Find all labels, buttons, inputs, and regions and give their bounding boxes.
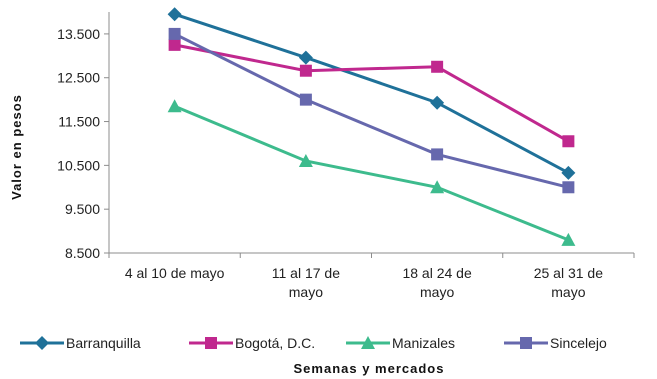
x-tick-label: 4 al 10 de mayo xyxy=(125,265,225,281)
y-tick-label: 13.500 xyxy=(57,26,100,42)
y-tick-label: 8.500 xyxy=(65,245,100,261)
data-point xyxy=(561,232,576,246)
data-point xyxy=(167,7,182,22)
data-point xyxy=(562,135,575,148)
data-point xyxy=(168,27,181,40)
series-1 xyxy=(168,38,575,148)
series-line xyxy=(174,104,569,242)
series-line xyxy=(174,43,570,143)
series-line xyxy=(173,32,569,189)
y-axis-ticks: 8.500 9.500 10.500 11.500 12.500 13.500 xyxy=(57,26,109,261)
x-axis-ticks: 4 al 10 de mayo 11 al 17 de mayo 18 al 24 d… xyxy=(108,253,635,300)
x-tick-label: 25 al 31 de mayo xyxy=(534,265,603,300)
x-axis-title: Semanas y mercados xyxy=(294,361,445,376)
data-point xyxy=(562,181,575,194)
legend-marker xyxy=(35,336,49,350)
legend-label: Bogotá, D.C. xyxy=(235,335,315,351)
x-tick-label: 18 al 24 de mayo xyxy=(402,265,471,300)
y-axis-title: Valor en pesos xyxy=(9,94,24,200)
data-point xyxy=(561,165,576,180)
legend-item: Manizales xyxy=(346,335,455,351)
data-point xyxy=(299,64,312,77)
y-tick-label: 11.500 xyxy=(58,114,100,130)
legend-label: Manizales xyxy=(392,335,455,351)
data-point xyxy=(167,99,182,113)
series-0 xyxy=(167,7,576,180)
legend-item: Sincelejo xyxy=(504,335,607,351)
y-tick-label: 10.500 xyxy=(57,157,100,173)
legend-marker xyxy=(361,336,375,349)
data-point xyxy=(168,38,181,51)
legend-marker xyxy=(520,337,532,349)
y-tick-label: 9.500 xyxy=(65,201,100,217)
y-tick-label: 12.500 xyxy=(57,70,100,86)
data-point xyxy=(298,50,313,65)
legend-label: Barranquilla xyxy=(66,335,141,351)
data-point xyxy=(299,93,312,106)
series-line xyxy=(174,12,570,175)
data-point xyxy=(430,95,445,110)
x-tick-label: 11 al 17 de mayo xyxy=(272,265,340,300)
legend: Barranquilla Bogotá, D.C. Manizales Sincele… xyxy=(20,335,607,351)
series-3 xyxy=(168,27,575,194)
data-point xyxy=(431,60,444,73)
legend-item: Bogotá, D.C. xyxy=(189,335,315,351)
data-point xyxy=(298,153,313,167)
series-group xyxy=(167,7,576,246)
data-point xyxy=(431,148,444,161)
legend-label: Sincelejo xyxy=(550,335,607,351)
legend-marker xyxy=(205,337,217,349)
data-point xyxy=(430,180,445,194)
series-2 xyxy=(167,99,576,246)
legend-item: Barranquilla xyxy=(20,335,141,351)
